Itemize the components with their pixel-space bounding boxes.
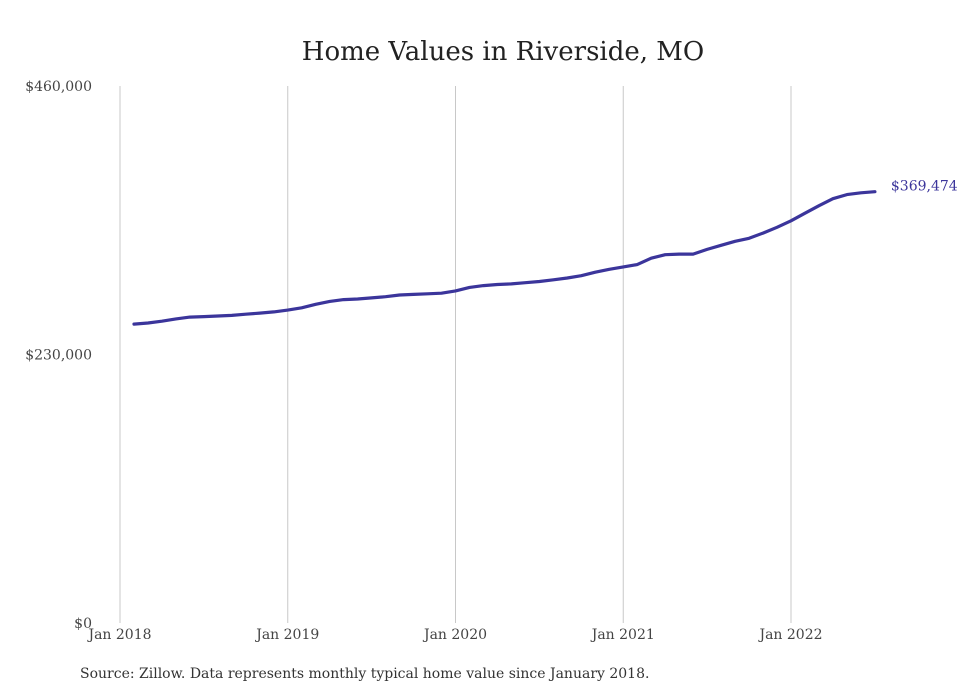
end-value-label: $369,474 xyxy=(891,179,958,195)
x-axis-tick-labels: Jan 2018 Jan 2019 Jan 2020 Jan 2021 Jan 2022 xyxy=(86,627,822,643)
x-tick-label: Jan 2019 xyxy=(254,627,319,643)
x-tick-label: Jan 2022 xyxy=(757,627,822,643)
y-tick-label: $230,000 xyxy=(25,348,92,364)
chart-title: Home Values in Riverside, MO xyxy=(302,37,704,67)
y-tick-label: $0 xyxy=(74,616,92,632)
x-tick-label: Jan 2021 xyxy=(590,627,655,643)
series-line-0 xyxy=(132,190,877,326)
x-tick-label: Jan 2020 xyxy=(422,627,487,643)
source-note: Source: Zillow. Data represents monthly … xyxy=(80,666,650,682)
x-tick-label: Jan 2018 xyxy=(86,627,151,643)
series-group xyxy=(132,190,877,326)
y-axis-tick-labels: $0 $230,000 $460,000 xyxy=(25,79,92,632)
vertical-gridlines xyxy=(119,86,792,623)
y-tick-label: $460,000 xyxy=(25,79,92,95)
